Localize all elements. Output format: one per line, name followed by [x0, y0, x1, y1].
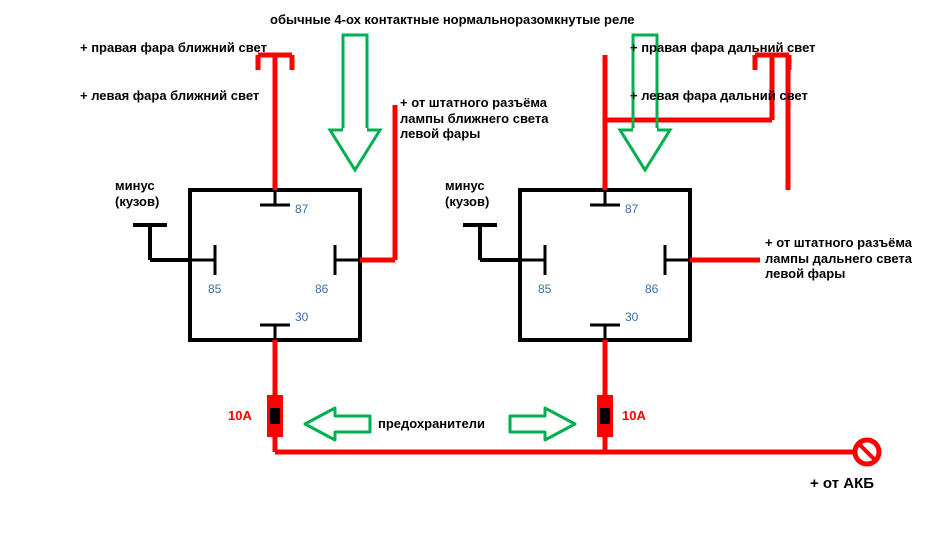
- left-low-label: + левая фара ближний свет: [80, 88, 259, 104]
- fuse-10a-left: 10A: [228, 408, 252, 423]
- pin-85-l: 85: [208, 282, 221, 296]
- pin-87-l: 87: [295, 202, 308, 216]
- ground-right: [463, 225, 520, 260]
- from-low-label: + от штатного разъёма лампы ближнего све…: [400, 95, 570, 142]
- fuse-10a-right: 10A: [622, 408, 646, 423]
- akb-label: + от АКБ: [810, 475, 874, 493]
- green-arrow-fuse-left: [305, 408, 370, 440]
- green-arrow-left: [330, 35, 380, 170]
- minus-left-1: минус: [115, 178, 155, 194]
- minus-right-2: (кузов): [445, 194, 489, 210]
- right-low-label: + правая фара ближний свет: [80, 40, 267, 56]
- title-label: обычные 4-ох контактные нормальноразомкн…: [270, 12, 635, 28]
- relay-left: [190, 190, 360, 340]
- red-wire-fuse-right: [597, 340, 613, 452]
- left-high-label: + левая фара дальний свет: [630, 88, 808, 104]
- pin-87-r: 87: [625, 202, 638, 216]
- green-arrow-fuse-right: [510, 408, 575, 440]
- minus-left-2: (кузов): [115, 194, 159, 210]
- pin-30-r: 30: [625, 310, 638, 324]
- minus-right-1: минус: [445, 178, 485, 194]
- pin-86-r: 86: [645, 282, 658, 296]
- red-wire-low-beam-out: [258, 55, 292, 190]
- right-high-label: + правая фара дальний свет: [630, 40, 816, 56]
- ground-left: [133, 225, 190, 260]
- relay-right: [520, 190, 690, 340]
- fuse-label: предохранители: [378, 416, 485, 432]
- red-wire-fuse-left: [267, 340, 283, 452]
- red-bus-akb: [275, 440, 879, 464]
- pin-30-l: 30: [295, 310, 308, 324]
- from-high-label: + от штатного разъёма лампы дальнего све…: [765, 235, 930, 282]
- pin-85-r: 85: [538, 282, 551, 296]
- pin-86-l: 86: [315, 282, 328, 296]
